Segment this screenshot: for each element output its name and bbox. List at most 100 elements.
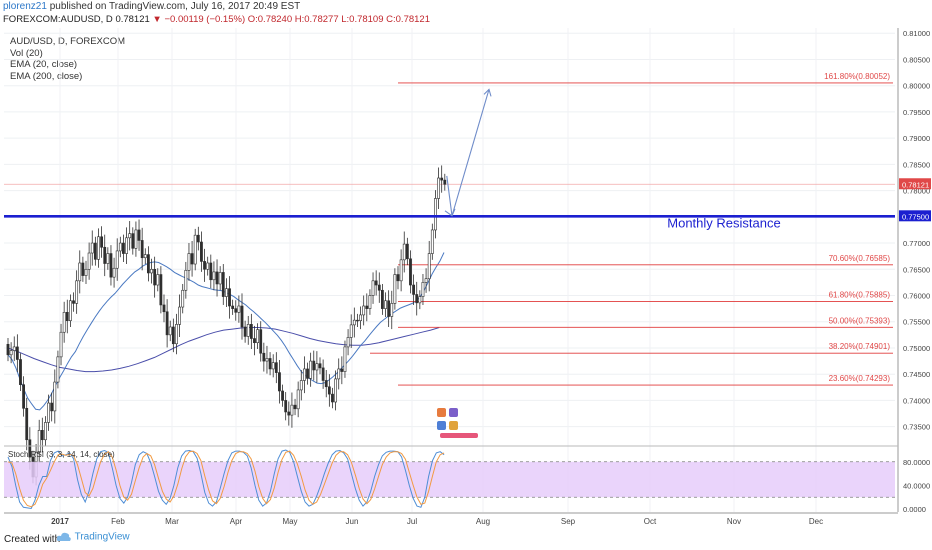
author-link[interactable]: plorenz21: [3, 1, 47, 12]
candle-body: [443, 179, 447, 185]
stoch-title: Stoch RSI (3, 3, 14, 14, close): [8, 450, 115, 459]
event-badge-icon: [449, 408, 458, 417]
candle-body: [156, 274, 160, 286]
candle-body: [440, 177, 444, 181]
cloud-icon: [56, 532, 71, 541]
price-tick-label: 0.75000: [903, 344, 930, 353]
time-tick-label: Jun: [346, 517, 359, 526]
candle-body: [293, 404, 297, 410]
candle-body: [359, 314, 362, 321]
legend-ema20[interactable]: EMA (20, close): [10, 59, 78, 70]
candle-body: [209, 262, 213, 281]
candle-body: [59, 331, 63, 358]
candle-body: [87, 252, 91, 270]
candle-body: [212, 271, 216, 281]
candle-body: [327, 386, 331, 395]
stoch-series-D: [7, 450, 445, 508]
time-tick-label: 2017: [51, 517, 69, 526]
candle-body: [100, 236, 104, 248]
candle-body: [256, 329, 260, 344]
fib-levels: 161.80%(0.80052) 70.60%(0.76585) 61.80%(0.…: [4, 72, 895, 386]
candle-body: [143, 254, 147, 259]
candle-body: [65, 311, 69, 321]
candle-body: [421, 282, 425, 297]
candle-body: [203, 261, 206, 270]
candle-body: [278, 372, 281, 392]
last-price-badge: 0.78121: [902, 180, 929, 189]
candle-body: [115, 250, 119, 269]
fib-label: 38.20%(0.74901): [829, 342, 891, 351]
candle-body: [346, 337, 350, 348]
price-tick-label: 0.80000: [903, 82, 930, 91]
candle-body: [50, 402, 54, 412]
candle-body: [340, 368, 344, 372]
last-price: 0.78121: [115, 14, 150, 25]
candle-body: [274, 362, 278, 373]
candle-body: [343, 346, 347, 372]
tradingview-brand: TradingView: [74, 531, 130, 543]
candle-body: [206, 262, 210, 270]
candle-body: [109, 253, 113, 278]
time-tick-label: Sep: [561, 517, 576, 526]
candle-body: [40, 430, 44, 441]
candle-body: [118, 242, 122, 252]
candle-body: [228, 288, 231, 307]
candle-body: [193, 234, 197, 265]
fib-label: 61.80%(0.75885): [829, 291, 891, 300]
price-chart[interactable]: 161.80%(0.80052) 70.60%(0.76585) 61.80%(0.…: [0, 0, 932, 528]
price-tick-label: 0.73500: [903, 423, 930, 432]
legend-ema200[interactable]: EMA (200, close): [10, 70, 83, 82]
legend-volume[interactable]: Vol (20): [10, 47, 43, 59]
candle-body: [28, 439, 32, 458]
candle-body: [215, 271, 219, 285]
candle-body: [334, 378, 338, 403]
candle-body: [315, 363, 319, 371]
arrowhead-up: [483, 88, 492, 97]
candle-body: [362, 305, 366, 316]
candle-body: [321, 367, 325, 381]
candle-body: [22, 384, 26, 409]
candle-body: [175, 324, 178, 345]
stoch-tick-label: 40.0000: [903, 481, 930, 490]
ema200-layer: [7, 327, 440, 373]
tradingview-logo[interactable]: TradingView: [56, 531, 130, 543]
time-tick-label: May: [282, 517, 297, 526]
down-arrow-icon: ▼: [152, 14, 162, 25]
candle-body: [106, 253, 110, 264]
stoch-rsi-panel: Stoch RSI (3, 3, 14, 14, close): [4, 449, 895, 510]
candle-body: [44, 422, 47, 441]
candle-body: [430, 229, 434, 254]
ema20-line: [7, 252, 445, 411]
time-tick-label: Apr: [230, 517, 243, 526]
time-tick-label: Mar: [165, 517, 179, 526]
fib-label: 23.60%(0.74293): [829, 374, 891, 383]
monthly-resistance-label: Monthly Resistance: [667, 215, 780, 230]
candle-body: [84, 268, 88, 276]
candle-body: [349, 324, 353, 338]
candle-body: [69, 300, 72, 321]
created-with-text: Created with: [4, 534, 61, 545]
event-badge-icon: [449, 421, 458, 430]
candle-body: [218, 272, 222, 285]
candle-body: [75, 280, 79, 304]
candle-body: [190, 253, 194, 265]
candle-body: [15, 346, 19, 360]
candle-body: [377, 284, 381, 291]
candle-body: [405, 243, 409, 260]
annotations: Monthly Resistance: [4, 88, 895, 438]
candle-body: [306, 368, 309, 379]
candle-body: [187, 253, 191, 271]
candle-body: [409, 258, 412, 286]
price-tick-label: 0.76500: [903, 265, 930, 274]
price-tick-label: 0.74500: [903, 370, 930, 379]
candle-body: [387, 300, 391, 317]
price-axis: 0.81000 0.80500 0.80000 0.79500 0.79000 0.785…: [4, 28, 931, 514]
candle-body: [165, 311, 169, 336]
ema20-layer: [7, 252, 445, 411]
candle-body: [371, 280, 375, 296]
candle-body: [103, 246, 107, 264]
price-tick-label: 0.79000: [903, 134, 930, 143]
candle-body: [19, 359, 22, 385]
footer: Created with TradingView: [0, 528, 932, 550]
price-tick-label: 0.74000: [903, 396, 930, 405]
